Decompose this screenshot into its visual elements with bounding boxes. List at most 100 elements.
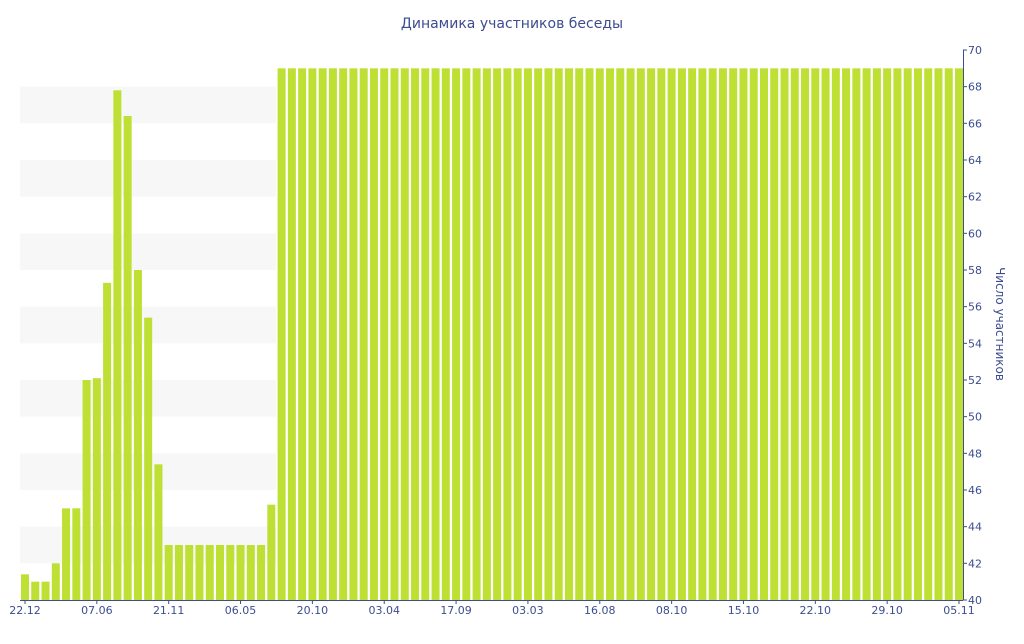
- bar: [708, 68, 717, 600]
- y-tick-label: 60: [968, 227, 982, 240]
- bar: [349, 68, 358, 600]
- bar: [636, 68, 645, 600]
- bar: [431, 68, 440, 600]
- bar: [493, 68, 502, 600]
- bar: [564, 68, 573, 600]
- x-tick-label: 21.11: [153, 604, 185, 617]
- bar: [308, 68, 317, 600]
- bar: [759, 68, 768, 600]
- bar: [677, 68, 686, 600]
- y-tick-label: 42: [968, 557, 982, 570]
- bar: [92, 378, 101, 600]
- x-tick-label: 20.10: [297, 604, 329, 617]
- x-tick-label: 03.03: [512, 604, 544, 617]
- y-tick-label: 46: [968, 484, 982, 497]
- bar: [831, 68, 840, 600]
- x-tick-label: 29.10: [871, 604, 903, 617]
- grid-band: [20, 233, 276, 270]
- bar: [195, 545, 204, 600]
- bar: [934, 68, 943, 600]
- bar: [411, 68, 420, 600]
- bar: [780, 68, 789, 600]
- x-tick-label: 07.06: [81, 604, 113, 617]
- bar: [267, 504, 276, 600]
- bar: [852, 68, 861, 600]
- bar: [164, 545, 173, 600]
- bar: [462, 68, 471, 600]
- bar: [236, 545, 245, 600]
- bar: [113, 90, 122, 600]
- bar: [801, 68, 810, 600]
- bar: [51, 563, 60, 600]
- bar: [893, 68, 902, 600]
- bar: [606, 68, 615, 600]
- bar: [144, 317, 153, 600]
- bar: [534, 68, 543, 600]
- x-tick-label: 22.12: [9, 604, 41, 617]
- bar: [328, 68, 337, 600]
- bar: [257, 545, 266, 600]
- bar: [472, 68, 481, 600]
- x-tick-label: 22.10: [800, 604, 832, 617]
- bar: [790, 68, 799, 600]
- y-tick-label: 48: [968, 447, 982, 460]
- bar: [287, 68, 296, 600]
- bar: [729, 68, 738, 600]
- bar: [359, 68, 368, 600]
- x-tick-label: 08.10: [656, 604, 688, 617]
- bar: [544, 68, 553, 600]
- bar: [657, 68, 666, 600]
- y-tick-label: 54: [968, 337, 982, 350]
- bar: [688, 68, 697, 600]
- x-tick-label: 15.10: [728, 604, 760, 617]
- bar: [41, 581, 50, 600]
- x-tick-label: 16.08: [584, 604, 616, 617]
- bar: [944, 68, 953, 600]
- bar: [698, 68, 707, 600]
- y-tick-label: 70: [968, 44, 982, 57]
- y-tick-label: 62: [968, 191, 982, 204]
- y-tick-label: 44: [968, 521, 982, 534]
- axes: 40 42 44 46 48 50 52 54 56 58 60 62 64 66 68 70 22.12 07.…: [9, 44, 982, 617]
- chart-title: Динамика участников беседы: [401, 16, 623, 32]
- bar: [554, 68, 563, 600]
- bar: [205, 545, 214, 600]
- bar: [216, 545, 225, 600]
- bar: [154, 464, 163, 600]
- y-axis-label: Число участников: [993, 267, 1007, 381]
- bar: [339, 68, 348, 600]
- bar: [72, 508, 81, 600]
- y-tick-label: 56: [968, 301, 982, 314]
- bar: [667, 68, 676, 600]
- bar: [298, 68, 307, 600]
- bar: [31, 581, 40, 600]
- bar: [103, 282, 112, 600]
- bar: [400, 68, 409, 600]
- bar: [513, 68, 522, 600]
- y-tick-label: 66: [968, 117, 982, 130]
- bar: [821, 68, 830, 600]
- x-tick-label: 05.11: [943, 604, 975, 617]
- grid-band: [20, 160, 276, 197]
- bar: [369, 68, 378, 600]
- bar: [575, 68, 584, 600]
- bar: [903, 68, 912, 600]
- bar: [718, 68, 727, 600]
- bar: [246, 545, 255, 600]
- y-tick-label: 52: [968, 374, 982, 387]
- bar: [226, 545, 235, 600]
- bar: [277, 68, 286, 600]
- bar: [647, 68, 656, 600]
- bar: [452, 68, 461, 600]
- bar: [503, 68, 512, 600]
- bar: [133, 270, 142, 600]
- bar: [380, 68, 389, 600]
- x-tick-label: 03.04: [368, 604, 400, 617]
- bar: [872, 68, 881, 600]
- bar: [482, 68, 491, 600]
- bar: [123, 116, 132, 600]
- y-tick-label: 50: [968, 411, 982, 424]
- bar: [842, 68, 851, 600]
